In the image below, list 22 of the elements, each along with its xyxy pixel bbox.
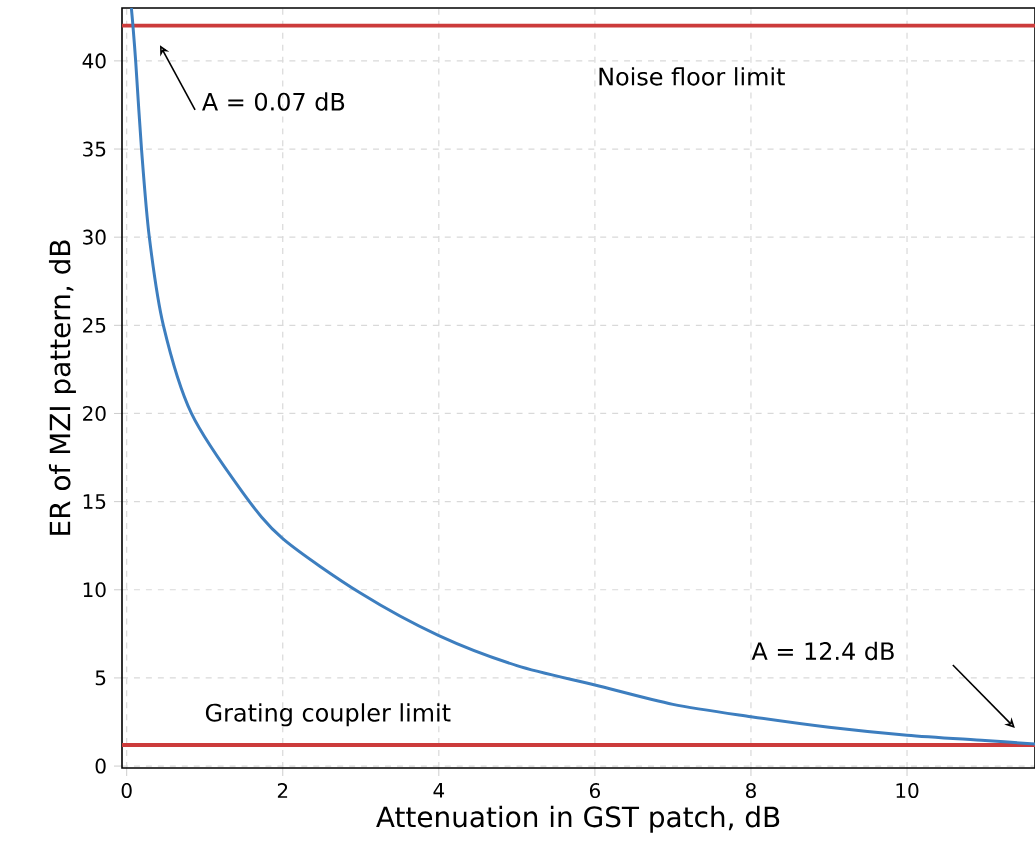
y-tick-label: 35	[83, 141, 106, 157]
ref-line-label: Noise floor limit	[599, 67, 785, 86]
y-tick-label: 20	[83, 405, 106, 422]
x-tick-label: 0	[121, 783, 132, 799]
x-tick-label: 2	[277, 783, 288, 798]
x-axis-title: Attenuation in GST patch, dB	[376, 805, 780, 833]
y-axis-title: ER of MZI pattern, dB	[48, 240, 76, 535]
y-tick-label: 10	[83, 582, 106, 598]
x-tick-label: 10	[896, 783, 919, 799]
ref-line-label: Grating coupler limit	[205, 703, 451, 727]
y-tick-label: 15	[83, 494, 106, 510]
y-tick-label: 0	[95, 758, 106, 774]
y-tick-label: 5	[95, 670, 106, 686]
y-tick-label: 40	[82, 53, 106, 69]
x-tick-label: 6	[589, 783, 600, 799]
x-tick-label: 8	[745, 783, 756, 799]
line-series	[129, 7, 1035, 746]
annotation: A = 12.4 dB	[751, 641, 894, 661]
annotation: A = 0.07 dB	[202, 92, 345, 111]
x-tick-label: 4	[433, 783, 445, 798]
y-tick-label: 25	[83, 317, 106, 333]
y-tick-label: 30	[83, 229, 106, 245]
